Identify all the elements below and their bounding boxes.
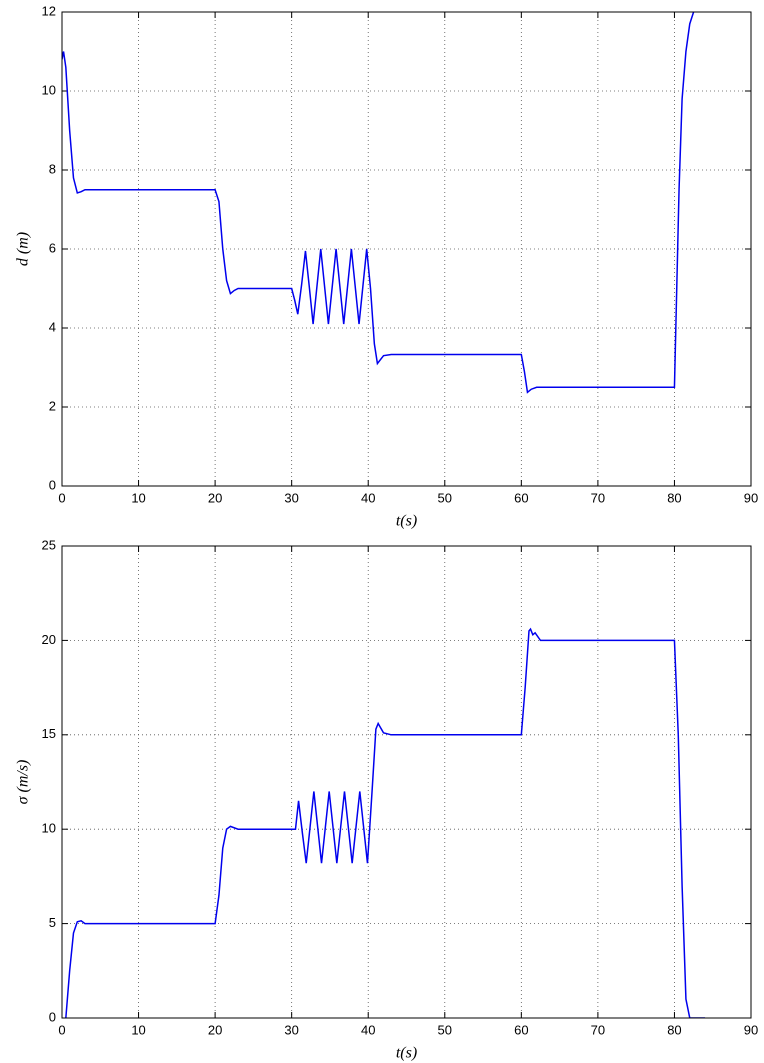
- x-tick-label: 80: [667, 490, 681, 505]
- x-axis-label: t(s): [396, 1045, 417, 1062]
- subplot: 0 10 20 30 40 50 60 70 80 90 0 5 10 15 20 25 t(s) σ (m/s): [15, 537, 759, 1061]
- x-tick-label: 60: [514, 490, 528, 505]
- y-axis-label: d (m): [15, 232, 32, 266]
- data-line: [62, 12, 695, 394]
- x-tick-label: 0: [58, 1022, 65, 1037]
- plot-area: [62, 546, 751, 1018]
- x-tick-label: 70: [591, 490, 605, 505]
- y-tick-label: 20: [42, 632, 56, 647]
- y-tick-label: 10: [42, 82, 56, 97]
- x-tick-label: 10: [131, 1022, 145, 1037]
- x-tick-label: 20: [208, 1022, 222, 1037]
- x-tick-label: 20: [208, 490, 222, 505]
- y-tick-label: 4: [49, 319, 56, 334]
- x-tick-label: 50: [438, 1022, 452, 1037]
- x-tick-label: 80: [667, 1022, 681, 1037]
- y-tick-label: 15: [42, 726, 56, 741]
- y-tick-label: 0: [49, 1009, 56, 1024]
- x-tick-label: 70: [591, 1022, 605, 1037]
- x-axis-label: t(s): [396, 513, 417, 530]
- y-tick-label: 25: [42, 537, 56, 552]
- y-tick-label: 5: [49, 915, 56, 930]
- y-tick-label: 6: [49, 240, 56, 255]
- y-tick-label: 8: [49, 161, 56, 176]
- y-tick-label: 12: [42, 3, 56, 18]
- axes-frame: [61, 545, 752, 1019]
- x-tick-label: 30: [284, 490, 298, 505]
- x-tick-label: 30: [284, 1022, 298, 1037]
- x-tick-label: 90: [744, 1022, 758, 1037]
- axes-frame: [61, 11, 752, 487]
- x-tick-label: 60: [514, 1022, 528, 1037]
- x-tick-label: 40: [361, 490, 375, 505]
- x-tick-label: 0: [58, 490, 65, 505]
- y-axis-label: σ (m/s): [15, 760, 32, 805]
- subplot: 0 10 20 30 40 50 60 70 80 90 0 2 4 6 8 10 12 t(s) d (m): [15, 3, 759, 529]
- y-tick-label: 10: [42, 821, 56, 836]
- data-line: [65, 627, 706, 1018]
- x-tick-label: 10: [131, 490, 145, 505]
- x-tick-label: 40: [361, 1022, 375, 1037]
- y-tick-label: 0: [49, 477, 56, 492]
- x-tick-label: 50: [438, 490, 452, 505]
- y-tick-label: 2: [49, 398, 56, 413]
- x-tick-label: 90: [744, 490, 758, 505]
